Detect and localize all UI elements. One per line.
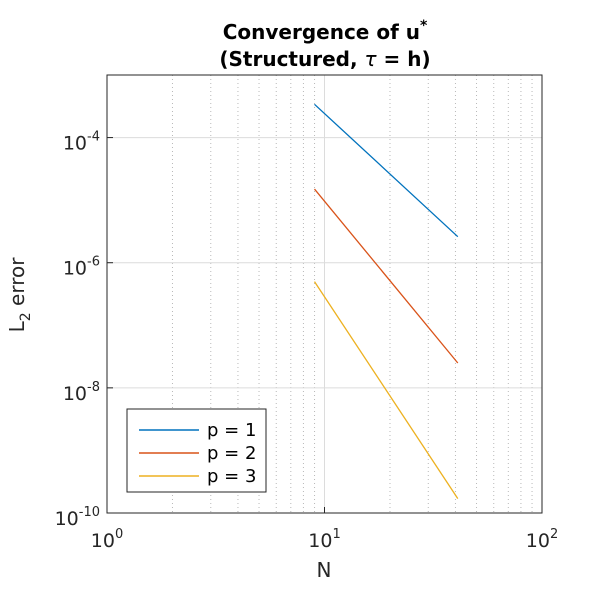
x-axis-label: N [317,558,332,582]
series-lines [313,103,459,499]
chart-title-line2: (Structured, τ = h) [219,47,430,71]
x-tick-label: 101 [308,527,340,552]
series-line-p3 [313,281,459,499]
series-line-p2 [313,188,459,364]
legend-label-p3: p = 3 [207,466,256,487]
y-tick-label: 10-6 [63,255,100,280]
y-axis-label: L2 error [5,257,34,333]
series-line-p1 [314,103,459,238]
axis-ticks: 100 101 102 10-10 10-8 10-6 10-4 [55,130,559,552]
legend: p = 1p = 2p = 3 [126,408,267,493]
y-tick-label: 10-8 [63,380,100,405]
legend-label-p2: p = 2 [207,443,256,464]
y-tick-label: 10-4 [63,130,100,155]
x-tick-label: 102 [526,527,558,552]
x-tick-label: 100 [91,527,123,552]
legend-box [126,408,267,493]
chart-title-line1: Convergence of u* [223,18,428,44]
legend-label-p1: p = 1 [207,420,256,441]
y-tick-label: 10-10 [55,505,100,530]
